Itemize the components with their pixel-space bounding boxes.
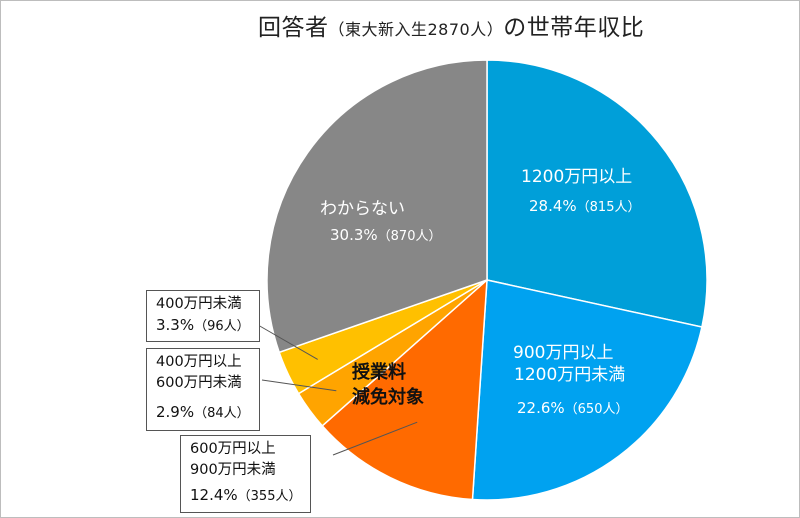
label-1200-plus: 1200万円以上 28.4%（815人） [521,166,640,215]
annotation-line1: 授業料 [352,362,406,383]
callout-under-400-pct: 3.3% [156,316,195,334]
label-900-1200: 900万円以上 1200万円未満 22.6%（650人） [513,342,628,417]
callout-600-900-pct: 12.4% [190,486,238,504]
callout-600-900-count: （355人） [237,489,302,504]
callout-400-600-line2: 600万円未満 [156,375,242,391]
slice-600-900 [321,278,488,501]
slice-1200-plus [486,59,708,328]
callout-600-900: 600万円以上 900万円未満 12.4%（355人） [180,435,312,513]
callout-under-400-name: 400万円未満 [156,296,242,312]
leader-400-600 [261,379,337,392]
label-unknown-name: わからない [320,199,405,219]
label-900-1200-line1: 900万円以上 [513,343,614,363]
title-paren: （東大新入生2870人） [328,20,504,39]
title-main: 回答者 [258,15,329,41]
label-900-1200-line2: 1200万円未満 [514,365,626,385]
tuition-exemption-annotation: 授業料 減免対象 [352,360,424,410]
label-1200-plus-name: 1200万円以上 [521,167,633,187]
callout-400-600-line1: 400万円以上 [156,354,242,370]
callout-400-600: 400万円以上 600万円未満 2.9%（84人） [146,348,260,431]
callout-400-600-pct: 2.9% [156,403,195,421]
slice-900-1200 [471,279,703,501]
callout-600-900-line2: 900万円未満 [190,462,276,478]
leader-under-400 [257,324,318,360]
callout-under-400-count: （96人） [194,319,250,334]
callout-under-400: 400万円未満 3.3%（96人） [146,290,260,342]
label-unknown-count: （870人） [377,229,442,244]
title-tail: の世帯年収比 [503,15,645,41]
leader-600-900 [332,421,418,456]
label-1200-plus-count: （815人） [576,200,641,215]
callout-400-600-count: （84人） [194,406,250,421]
label-900-1200-pct: 22.6% [517,399,565,417]
chart-title: 回答者（東大新入生2870人）の世帯年収比 [258,8,644,42]
label-1200-plus-pct: 28.4% [529,197,577,215]
callout-600-900-line1: 600万円以上 [190,441,276,457]
annotation-line2: 減免対象 [352,387,424,408]
label-unknown: わからない 30.3%（870人） [320,198,441,244]
label-unknown-pct: 30.3% [330,226,378,244]
slice-unknown [266,59,488,354]
label-900-1200-count: （650人） [564,402,629,417]
